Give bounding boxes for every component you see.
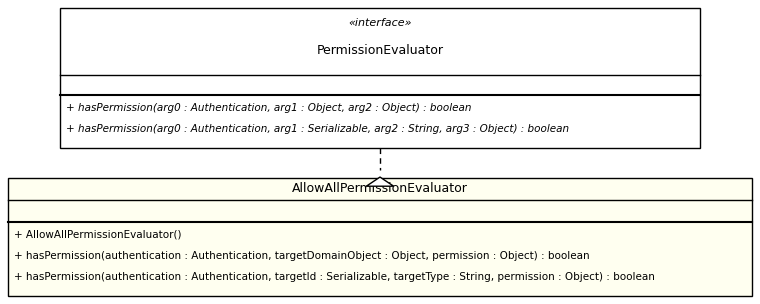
Bar [8,178,752,296]
Text: + AllowAllPermissionEvaluator(): + AllowAllPermissionEvaluator() [14,230,182,240]
Text: + hasPermission(arg0 : Authentication, arg1 : Object, arg2 : Object) : boolean: + hasPermission(arg0 : Authentication, a… [66,103,471,113]
Text: + hasPermission(authentication : Authentication, targetDomainObject : Object, pe: + hasPermission(authentication : Authent… [14,251,590,261]
Polygon shape [366,177,394,186]
Text: + hasPermission(authentication : Authentication, targetId : Serializable, target: + hasPermission(authentication : Authent… [14,272,655,282]
Text: + hasPermission(arg0 : Authentication, arg1 : Serializable, arg2 : String, arg3 : + hasPermission(arg0 : Authentication, a… [66,124,569,134]
Text: PermissionEvaluator: PermissionEvaluator [316,44,444,57]
Text: «interface»: «interface» [348,18,412,28]
Bar [60,8,700,148]
Text: AllowAllPermissionEvaluator: AllowAllPermissionEvaluator [292,182,468,195]
